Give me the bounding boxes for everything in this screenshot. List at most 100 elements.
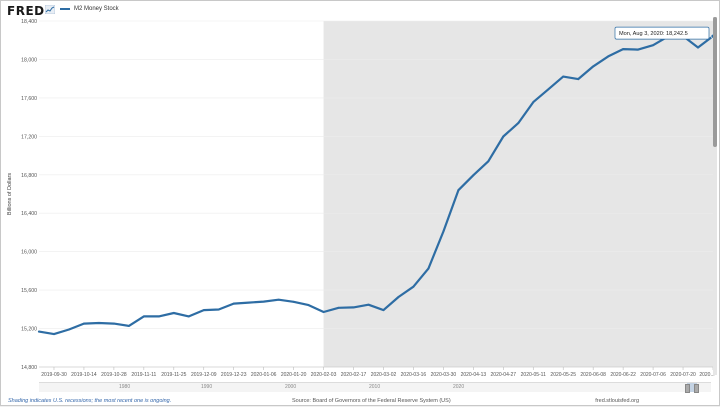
x-tick-label: 2020-06-08	[580, 372, 606, 378]
x-tick-label: 2020-06-22	[610, 372, 636, 378]
data-point	[547, 88, 550, 91]
legend-label: M2 Money Stock	[74, 6, 119, 12]
x-tick-label: 2020-07-20	[670, 372, 696, 378]
x-tick-label: 2019-11-11	[131, 372, 156, 378]
x-tick-label: 2019-12-23	[221, 372, 247, 378]
data-point	[352, 306, 355, 309]
x-tick-label: 2019-12-09	[191, 372, 217, 378]
x-tick-label: 2020-02-17	[341, 372, 367, 378]
data-point	[68, 328, 70, 331]
data-point	[532, 101, 535, 104]
navigator-year-label: 2020	[453, 384, 465, 390]
data-point	[277, 298, 280, 301]
navigator-year-label: 1990	[201, 384, 213, 390]
legend-swatch	[60, 8, 70, 10]
fred-logo-chart-icon	[45, 5, 55, 14]
data-point	[187, 315, 190, 318]
data-point	[487, 160, 490, 163]
navigator-year-label: 2010	[369, 384, 381, 390]
data-point	[577, 78, 580, 80]
data-point	[322, 311, 325, 313]
y-tick-label: 18,000	[21, 57, 37, 63]
x-tick-label: 2020-03-16	[401, 372, 427, 378]
data-point	[157, 315, 160, 318]
y-tick-label: 18,400	[21, 19, 37, 25]
x-tick-label: 2020-07-06	[640, 372, 666, 378]
y-tick-label: 17,200	[21, 134, 37, 140]
data-point	[652, 44, 654, 47]
y-tick-label: 16,800	[21, 173, 37, 179]
x-tick-label: 2019-09-30	[41, 372, 67, 378]
data-point	[127, 324, 130, 327]
vertical-scrollbar-track[interactable]	[713, 17, 717, 375]
fred-logo[interactable]: FRED	[7, 4, 45, 18]
data-point	[307, 304, 310, 307]
data-point	[472, 174, 475, 177]
navigator-year-label: 2000	[285, 384, 297, 390]
data-point	[172, 312, 175, 314]
vertical-scrollbar-thumb[interactable]	[713, 17, 717, 147]
x-tick-label: 2020-03-02	[371, 372, 397, 378]
x-tick-label: 2020-04-13	[461, 372, 487, 378]
data-point	[502, 135, 505, 138]
series-line-m2	[37, 34, 715, 336]
x-tick-label: 2020...	[699, 372, 714, 378]
data-point	[442, 230, 445, 233]
navigator-selected-range[interactable]	[687, 383, 697, 392]
data-point	[427, 267, 430, 270]
x-tick-label: 2020-01-20	[281, 372, 307, 378]
y-axis-label: Billions of Dollars	[7, 173, 13, 215]
tooltip-box	[614, 26, 710, 40]
data-point	[98, 322, 100, 324]
x-tick-label: 2019-11-25	[161, 372, 186, 378]
tooltip-text: Mon, Aug 3, 2020: 18,242.5	[619, 31, 688, 37]
data-point	[337, 306, 340, 309]
site-url[interactable]: fred.stlouisfed.org	[595, 398, 639, 404]
y-tick-label: 14,800	[21, 365, 37, 371]
y-tick-label: 16,000	[21, 250, 37, 256]
recession-shading-note[interactable]: Shading indicates U.S. recessions; the m…	[8, 398, 172, 404]
data-point	[607, 55, 610, 58]
data-point	[142, 315, 145, 318]
x-tick-label: 2020-03-30	[431, 372, 457, 378]
data-point	[412, 285, 415, 288]
y-tick-label: 16,400	[21, 211, 37, 217]
data-point	[457, 189, 460, 192]
data-point	[38, 330, 40, 333]
data-point	[517, 122, 520, 124]
range-navigator[interactable]: 1980 1990 2000 2010 2020	[39, 382, 711, 393]
x-tick-label: 2020-01-06	[251, 372, 277, 378]
legend: M2 Money Stock	[60, 6, 119, 12]
data-point	[217, 308, 220, 311]
data-point	[292, 300, 295, 303]
x-tick-label: 2020-04-27	[491, 372, 517, 378]
navigator-left-handle[interactable]	[685, 384, 690, 393]
navigator-year-label: 1980	[119, 384, 131, 390]
data-point	[262, 300, 265, 303]
source-note: Source: Board of Governors of the Federa…	[292, 398, 451, 404]
navigator-right-handle[interactable]	[694, 384, 699, 393]
y-tick-label: 15,600	[21, 288, 37, 294]
x-tick-label: 2020-05-11	[521, 372, 546, 378]
data-point	[382, 309, 385, 312]
recession-shading	[323, 21, 713, 367]
y-tick-label: 15,200	[21, 327, 37, 333]
data-point	[592, 65, 595, 68]
x-tick-label: 2020-05-25	[550, 372, 576, 378]
data-point	[622, 48, 625, 50]
data-point	[202, 309, 205, 312]
y-tick-label: 17,600	[21, 96, 37, 102]
x-tick-label: 2019-10-28	[101, 372, 127, 378]
data-point	[367, 303, 370, 306]
data-point	[247, 301, 250, 304]
data-point	[637, 48, 640, 51]
x-tick-label: 2020-02-03	[311, 372, 337, 378]
x-tick-label: 2019-10-14	[71, 372, 97, 378]
data-point	[53, 333, 55, 336]
data-point	[697, 46, 699, 49]
data-point	[562, 75, 565, 78]
data-point	[232, 302, 235, 305]
data-point	[112, 322, 115, 325]
line-chart: 14,800 15,200 15,600 16,000 16,400 16,800 17,2…	[7, 19, 716, 378]
